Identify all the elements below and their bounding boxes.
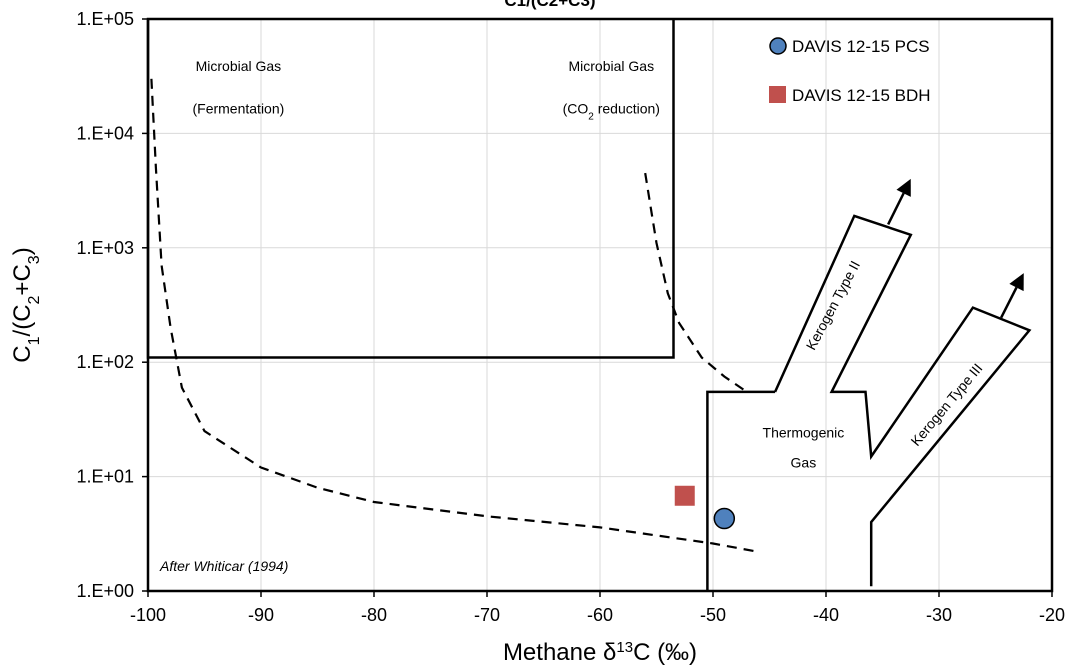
x-tick-label: -50 xyxy=(700,605,726,625)
region-label-co2-subscript: 2 xyxy=(588,111,594,122)
kerogen-boundary-line xyxy=(773,214,1032,587)
region-label-co2-line2: (CO2 reduction) xyxy=(563,100,660,122)
chart-title: C1/(C2+C3) xyxy=(504,0,595,10)
legend-label-pcs: DAVIS 12-15 PCS xyxy=(792,37,930,56)
data-points xyxy=(674,485,736,530)
kerogen-type-iii-label: Kerogen Type III xyxy=(907,360,985,449)
fermentation-trend-dashed-line xyxy=(150,78,759,553)
y-tick-label: 1.E+03 xyxy=(76,238,134,258)
x-tick-label: -40 xyxy=(813,605,839,625)
source-annotation: After Whiticar (1994) xyxy=(159,558,288,574)
kerogen-type-ii-label: Kerogen Type II xyxy=(803,258,863,353)
x-tick-label: -30 xyxy=(926,605,952,625)
y-tick-label: 1.E+01 xyxy=(76,467,134,487)
kerogen-ii-arrow-shaft xyxy=(887,192,905,226)
legend-label-bdh: DAVIS 12-15 BDH xyxy=(792,86,931,105)
region-label-co2-part-b: reduction) xyxy=(594,100,660,116)
region-label-thermogenic-line2: Gas xyxy=(791,455,817,471)
x-axis-title: Methane δ13C (‰) xyxy=(503,639,697,667)
data-point-bdh xyxy=(674,485,695,506)
region-label-fermentation-line2: (Fermentation) xyxy=(192,100,284,116)
fermentation-boundary-line xyxy=(146,19,675,359)
grid-lines xyxy=(147,18,1053,592)
y-tick-label: 1.E+02 xyxy=(76,352,134,372)
kerogen-iii-arrow-shaft xyxy=(1000,286,1018,319)
legend-marker-bdh xyxy=(769,86,786,103)
axis-ticks: -100 -90 -80 -70 -60 -50 -40 -30 -20 1.E+00 1.E+01… xyxy=(76,9,1065,625)
y-tick-label: 1.E+00 xyxy=(76,581,134,601)
thermogenic-boundary-line xyxy=(706,390,776,591)
y-tick-label: 1.E+05 xyxy=(76,9,134,29)
legend-marker-pcs xyxy=(769,37,787,55)
data-point-pcs xyxy=(713,507,736,530)
region-label-thermogenic-line1: Thermogenic xyxy=(763,424,845,440)
y-tick-label: 1.E+04 xyxy=(76,123,134,143)
x-tick-label: -60 xyxy=(587,605,613,625)
co2-reduction-trend-dashed-line xyxy=(644,172,748,393)
region-label-fermentation-line1: Microbial Gas xyxy=(196,58,282,74)
x-tick-label: -70 xyxy=(474,605,500,625)
y-axis-title: C1/(C2+C3) xyxy=(9,247,43,362)
x-tick-label: -90 xyxy=(248,605,274,625)
region-label-co2-part-a: (CO xyxy=(563,100,589,116)
kerogen-ii-arrow-head xyxy=(896,178,911,197)
region-label-co2-line1: Microbial Gas xyxy=(569,58,655,74)
kerogen-iii-arrow-head xyxy=(1009,273,1024,292)
x-tick-label: -20 xyxy=(1039,605,1065,625)
classification-boundaries xyxy=(146,19,1032,591)
x-tick-label: -100 xyxy=(130,605,166,625)
region-labels: Microbial Gas (Fermentation) Microbial G… xyxy=(159,58,986,574)
legend: DAVIS 12-15 PCS DAVIS 12-15 BDH xyxy=(769,37,931,105)
x-tick-label: -80 xyxy=(361,605,387,625)
